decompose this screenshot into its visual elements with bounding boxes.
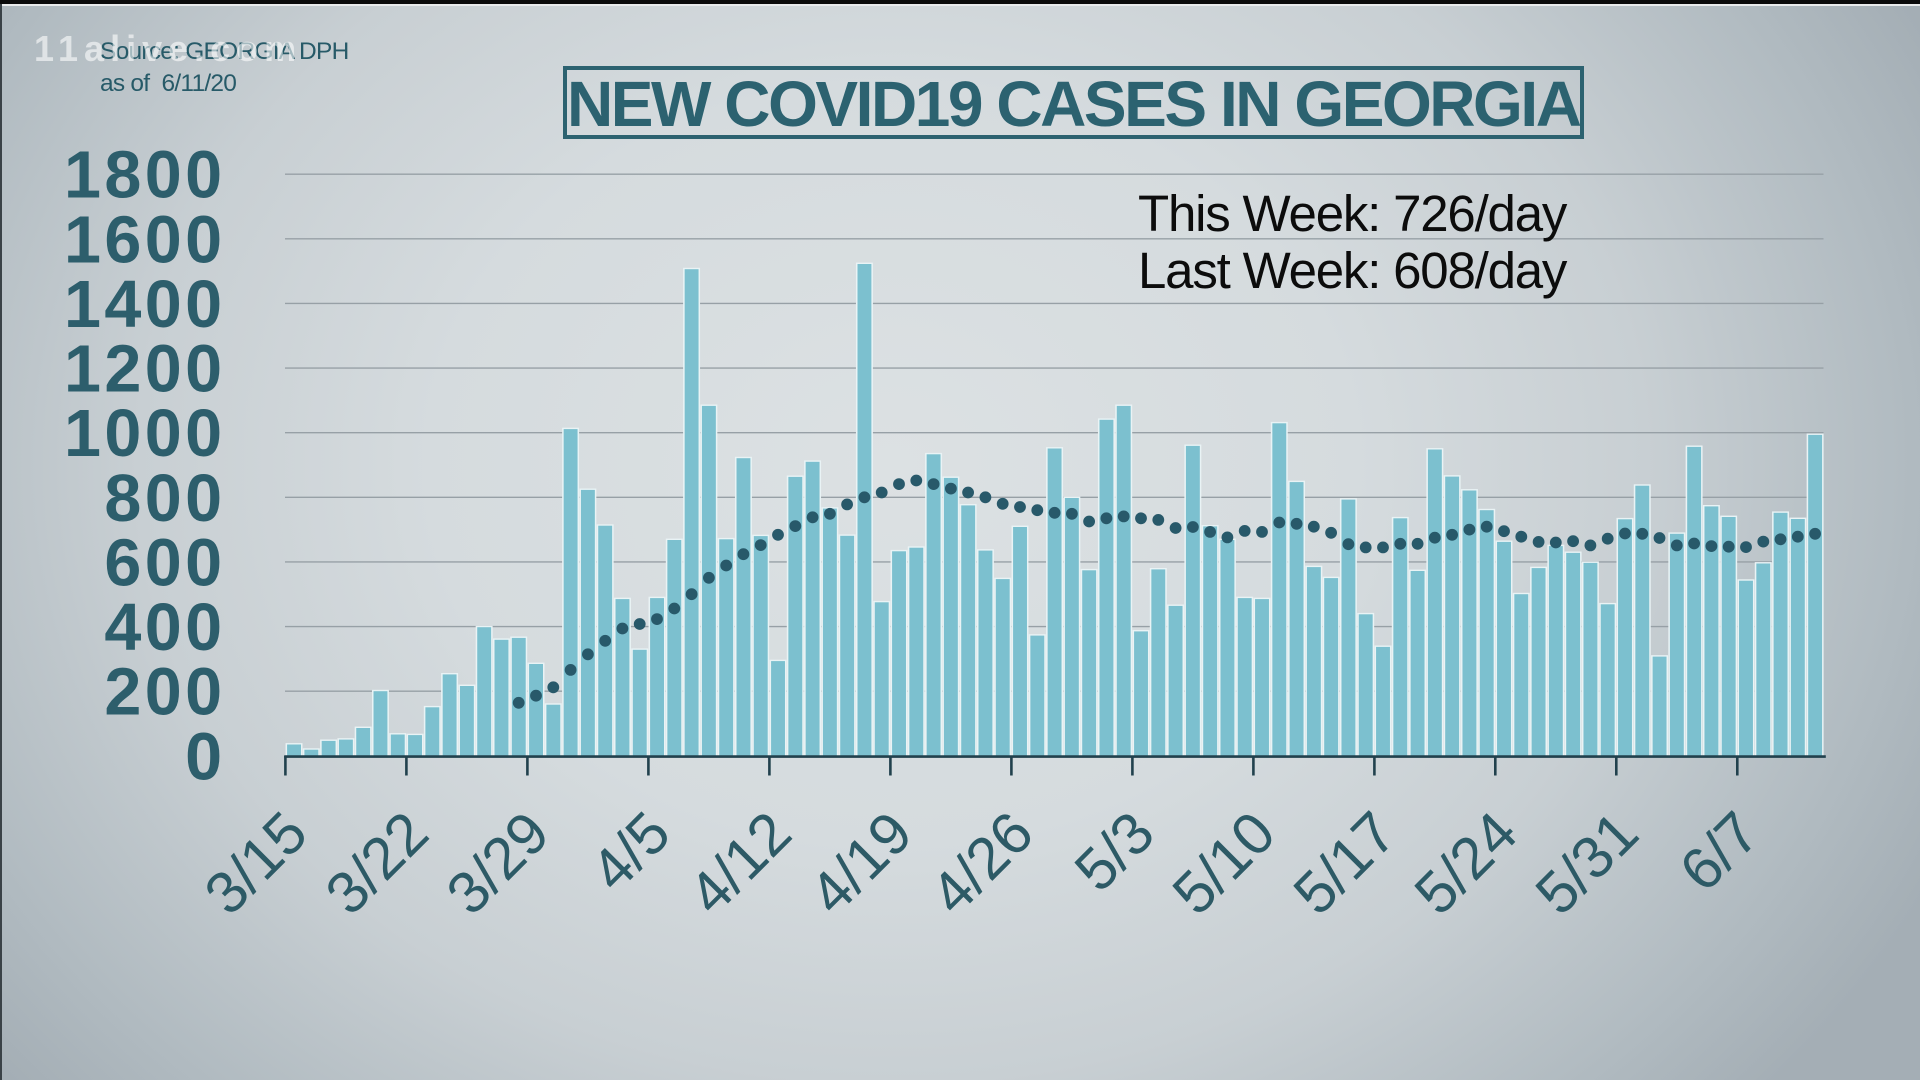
svg-text:800: 800 (104, 462, 225, 536)
svg-text:400: 400 (104, 591, 225, 665)
svg-text:600: 600 (104, 526, 225, 600)
svg-text:1800: 1800 (64, 139, 226, 213)
svg-text:1600: 1600 (64, 203, 226, 277)
svg-text:1000: 1000 (64, 397, 226, 471)
svg-text:1400: 1400 (64, 268, 226, 342)
svg-text:1200: 1200 (64, 333, 226, 407)
svg-text:200: 200 (104, 656, 225, 730)
svg-text:0: 0 (185, 720, 225, 794)
